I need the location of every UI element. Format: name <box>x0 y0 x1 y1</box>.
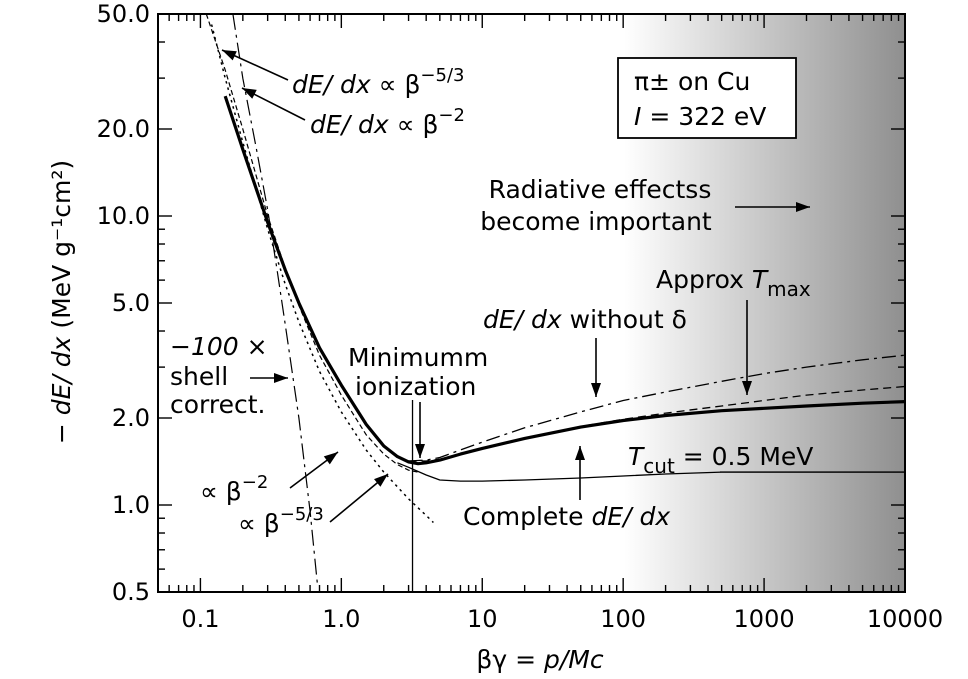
annotations: dE/ dx ∝ β−5/3 dE/ dx ∝ β−2 Radiative ef… <box>170 65 813 538</box>
series-complete <box>223 95 906 466</box>
series-beta-minus-5-3 <box>205 13 419 473</box>
annotation-min-ion-2: ionization <box>355 372 476 401</box>
x-tick-label: 1000 <box>734 605 795 633</box>
arrow-head <box>575 446 585 460</box>
y-axis-title: − dE/ dx (MeV g⁻¹cm²) <box>47 160 76 444</box>
arrow-head <box>222 50 237 61</box>
x-tick-label: 100 <box>600 605 646 633</box>
arrow-head <box>323 452 338 465</box>
x-axis-title: βγ = p/Mc <box>476 645 603 674</box>
annotation-approx-tmax: Approx Tmax <box>656 265 811 301</box>
annotation-radiative-1: Radiative effectss <box>489 175 712 204</box>
arrow-head <box>415 444 425 458</box>
y-tick-label: 20.0 <box>97 115 150 143</box>
y-tick-label: 2.0 <box>112 404 150 432</box>
arrow-head <box>374 474 388 487</box>
series-shell-correction <box>232 13 319 588</box>
y-tick-label: 1.0 <box>112 491 150 519</box>
y-tick-label: 5.0 <box>112 289 150 317</box>
annotation-beta-2-top: dE/ dx ∝ β−2 <box>310 105 465 139</box>
series-without-delta <box>408 354 906 462</box>
y-tick-label: 50.0 <box>97 0 150 28</box>
y-tick-label: 10.0 <box>97 202 150 230</box>
arrow-head <box>274 373 288 383</box>
arrow-head <box>742 381 752 395</box>
curves-layer <box>205 13 906 592</box>
tick-labels: 0.1 1.0 10 100 1000 10000 0.5 1.0 2.0 5.0 10.0 20.0… <box>97 0 944 633</box>
x-tick-label: 10000 <box>867 605 943 633</box>
annotation-complete: Complete dE/ dx <box>463 502 670 531</box>
series-approx-tmax <box>408 385 906 462</box>
annotation-beta-5-3-top: dE/ dx ∝ β−5/3 <box>292 65 464 99</box>
annotation-tcut: Tcut = 0.5 MeV <box>628 442 813 478</box>
plot-frame <box>157 13 906 593</box>
annotation-arrows <box>221 49 810 523</box>
x-tick-label: 0.1 <box>181 605 219 633</box>
arrow-head <box>591 383 601 397</box>
arrow-head <box>796 202 810 212</box>
annotation-beta-5-3-low: ∝ β−5/3 <box>238 504 324 538</box>
y-tick-label: 0.5 <box>112 578 150 606</box>
annotation-without-delta: dE/ dx without δ <box>483 305 687 334</box>
annotation-min-ion-1: Minimumm <box>348 343 488 372</box>
legend-line-1: π± on Cu <box>634 67 750 96</box>
annotation-radiative-2: become important <box>480 207 712 236</box>
x-tick-label: 1.0 <box>322 605 360 633</box>
x-tick-label: 10 <box>467 605 498 633</box>
arrow-head <box>242 88 257 99</box>
annotation-shell-2: shell <box>170 362 228 391</box>
annotation-shell-1: −100 × <box>170 332 268 361</box>
legend-frame <box>617 57 797 139</box>
legend-box: π± on Cu I = 322 eV <box>617 57 797 139</box>
annotation-beta-2-low: ∝ β−2 <box>200 472 268 506</box>
annotation-shell-3: correct. <box>170 390 265 419</box>
series-beta-minus-2 <box>210 24 434 524</box>
legend-line-2: I = 322 eV <box>634 102 766 131</box>
